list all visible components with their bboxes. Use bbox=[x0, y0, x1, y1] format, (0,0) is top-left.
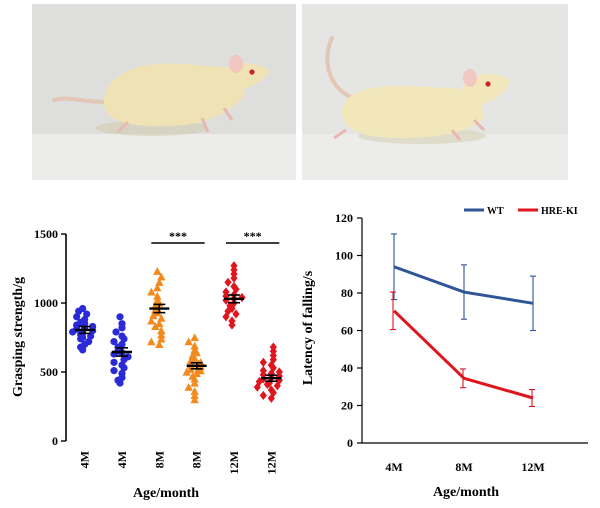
grip-data-point bbox=[157, 330, 166, 339]
grip-x-tick-label: 4M bbox=[115, 451, 129, 468]
latency-plot-area: 0 20 40 60 80 100 120 4M 8M 12M WT HRE-KI bbox=[335, 206, 588, 474]
grip-data-point bbox=[190, 374, 199, 383]
grip-data-point bbox=[190, 354, 199, 362]
grip-data-point bbox=[147, 316, 156, 325]
grip-data-point bbox=[230, 281, 238, 292]
grip-data-point bbox=[190, 378, 199, 387]
rat-photo-left bbox=[32, 4, 296, 180]
grip-x-tick-label: 8M bbox=[190, 451, 204, 468]
grip-data-point bbox=[77, 335, 85, 343]
grip-data-point bbox=[269, 363, 277, 373]
legend-label: HRE-KI bbox=[541, 206, 578, 217]
grip-data-point bbox=[190, 341, 199, 350]
grip-data-point bbox=[83, 310, 91, 318]
grip-x-tick-label: 8M bbox=[152, 451, 166, 468]
rat-photo-standing-icon bbox=[32, 4, 296, 180]
grip-data-point bbox=[110, 358, 118, 366]
grip-data-point bbox=[73, 313, 81, 321]
grip-x-tick-label: 12M bbox=[227, 451, 241, 474]
grip-data-point bbox=[116, 313, 124, 321]
grip-data-point bbox=[110, 367, 118, 375]
grip-data-point bbox=[157, 326, 166, 335]
grip-data-point bbox=[79, 346, 87, 354]
grip-data-point bbox=[112, 328, 120, 336]
grip-data-point bbox=[147, 287, 156, 296]
latency-y-tick-label: 20 bbox=[341, 399, 353, 413]
grip-data-point bbox=[269, 388, 277, 398]
grip-significance-label: *** bbox=[169, 229, 187, 243]
photo-floor bbox=[32, 134, 296, 180]
grip-data-point bbox=[190, 395, 199, 404]
grip-plot-area: 0 500 1000 1500 4M 4M 8M 8M 12M 12M *** *** bbox=[34, 227, 283, 474]
grip-data-point bbox=[87, 332, 95, 340]
grip-data-point bbox=[116, 379, 124, 387]
rat-body bbox=[103, 63, 244, 127]
rat-eye bbox=[249, 69, 255, 75]
rat-ear bbox=[229, 55, 243, 73]
grip-data-point bbox=[120, 335, 128, 343]
rat-ear bbox=[463, 69, 477, 87]
grip-data-point bbox=[110, 338, 118, 346]
latency-y-tick-label: 60 bbox=[341, 324, 353, 338]
grip-data-point bbox=[69, 328, 77, 336]
grip-y-tick-label: 0 bbox=[52, 434, 58, 448]
grip-y-tick-label: 500 bbox=[40, 365, 58, 379]
grip-data-point bbox=[184, 337, 193, 346]
grip-data-point bbox=[153, 267, 162, 275]
latency-x-axis-label: Age/month bbox=[433, 485, 499, 500]
legend-label: WT bbox=[487, 206, 504, 217]
grip-data-point bbox=[190, 333, 199, 342]
grip-data-point bbox=[120, 355, 128, 364]
grip-significance-label: *** bbox=[244, 229, 262, 243]
grip-data-point bbox=[253, 382, 261, 392]
grip-data-point bbox=[259, 390, 267, 401]
latency-chart: Latency of falling/s Age/month 0 20 40 60 80… bbox=[301, 206, 588, 500]
grip-x-axis-label: Age/month bbox=[133, 486, 199, 501]
grasping-strength-chart: Grasping strength/g Age/month 0 500 1000 15… bbox=[11, 227, 283, 501]
latency-x-tick-label: 12M bbox=[521, 460, 544, 474]
latency-y-tick-label: 40 bbox=[341, 361, 353, 375]
latency-x-tick-label: 8M bbox=[455, 460, 472, 474]
latency-series-line bbox=[392, 309, 534, 400]
grip-x-tick-label: 12M bbox=[264, 451, 278, 474]
grip-data-point bbox=[190, 391, 199, 400]
grip-data-point bbox=[151, 322, 160, 331]
latency-y-tick-label: 0 bbox=[347, 436, 353, 450]
grip-x-tick-label: 4M bbox=[78, 451, 92, 468]
grip-y-tick-label: 1500 bbox=[34, 227, 58, 241]
grip-data-point bbox=[186, 365, 195, 373]
rat-photo-right bbox=[302, 4, 568, 180]
grip-data-point bbox=[153, 291, 162, 300]
latency-y-axis-label: Latency of falling/s bbox=[301, 270, 316, 385]
grip-data-point bbox=[157, 334, 166, 343]
grip-data-point bbox=[273, 381, 281, 391]
grip-data-point bbox=[259, 357, 267, 367]
grip-data-point bbox=[224, 277, 232, 287]
rat-paws bbox=[116, 107, 234, 134]
rat-eye bbox=[485, 81, 491, 87]
latency-y-tick-label: 80 bbox=[341, 286, 353, 300]
grip-data-point bbox=[118, 324, 126, 332]
grip-data-point bbox=[153, 283, 162, 292]
grip-data-point bbox=[120, 364, 128, 372]
grip-data-point bbox=[190, 387, 199, 395]
grip-data-point bbox=[75, 307, 83, 315]
grip-y-axis-label: Grasping strength/g bbox=[11, 277, 26, 397]
grip-data-point bbox=[155, 319, 164, 328]
grip-data-point bbox=[184, 382, 193, 391]
latency-y-tick-label: 100 bbox=[335, 249, 353, 263]
grip-data-point bbox=[147, 337, 156, 346]
latency-y-tick-label: 120 bbox=[335, 211, 353, 225]
rat-photo-crouching-icon bbox=[302, 4, 568, 180]
grip-data-point bbox=[182, 367, 191, 376]
rat-body bbox=[341, 85, 484, 138]
rat-paws bbox=[333, 118, 486, 141]
grip-data-point bbox=[155, 340, 164, 348]
grip-data-point bbox=[224, 306, 232, 316]
grip-y-tick-label: 1000 bbox=[34, 296, 58, 310]
rat-tail bbox=[52, 96, 108, 104]
latency-x-tick-label: 4M bbox=[385, 460, 402, 474]
grip-data-point bbox=[196, 366, 205, 375]
